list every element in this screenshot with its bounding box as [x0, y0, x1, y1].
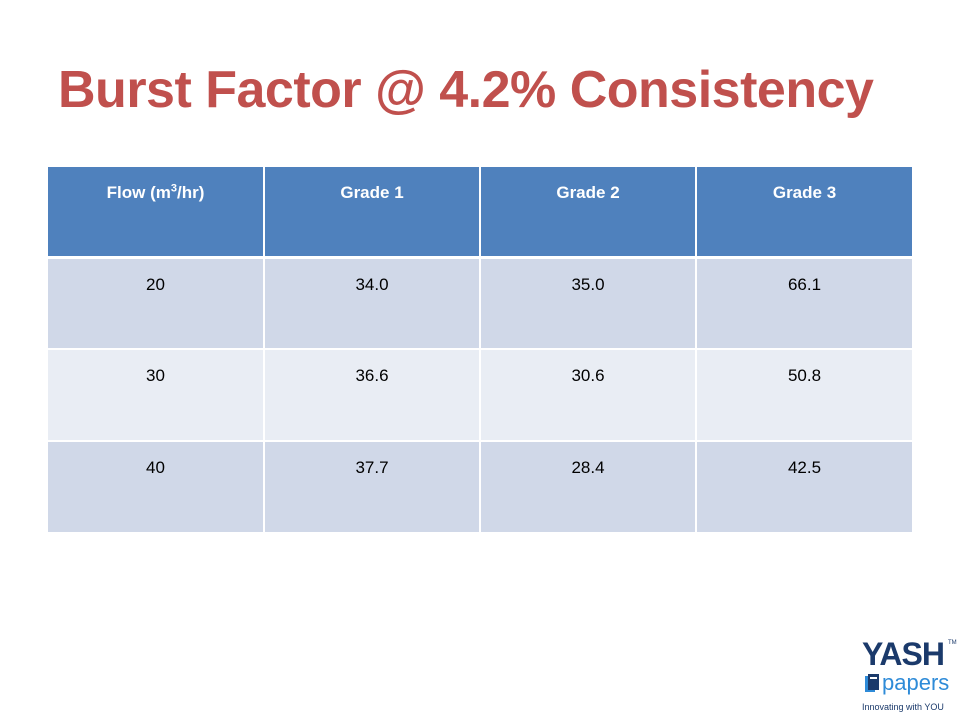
header-flow-suffix: /hr)	[176, 183, 205, 202]
cell-grade-1: 34.0	[263, 257, 481, 350]
cell-flow: 40	[48, 441, 265, 534]
table-header-row: Flow (m3/hr) Grade 1 Grade 2 Grade 3	[48, 167, 912, 259]
data-table: Flow (m3/hr) Grade 1 Grade 2 Grade 3 20 …	[48, 167, 912, 534]
cell-grade-3: 50.8	[695, 349, 912, 442]
cell-grade-2: 28.4	[479, 441, 697, 534]
cell-grade-3: 66.1	[695, 257, 912, 350]
slide-title: Burst Factor @ 4.2% Consistency	[58, 61, 874, 119]
cell-grade-1: 36.6	[263, 349, 481, 442]
cell-grade-3: 42.5	[695, 441, 912, 534]
company-logo: YASH TM papers Innovating with YOU	[860, 636, 957, 716]
cell-grade-1: 37.7	[263, 441, 481, 534]
header-flow-superscript: 3	[170, 182, 177, 195]
header-grade-2: Grade 2	[479, 167, 697, 259]
table-row: 20 34.0 35.0 66.1	[48, 257, 912, 350]
header-flow: Flow (m3/hr)	[48, 167, 265, 259]
logo-trademark: TM	[948, 640, 957, 646]
header-grade-1: Grade 1	[263, 167, 481, 259]
table-row: 30 36.6 30.6 50.8	[48, 349, 912, 442]
table-row: 40 37.7 28.4 42.5	[48, 441, 912, 534]
header-flow-prefix: Flow (m	[106, 183, 171, 202]
logo-tagline: Innovating with YOU	[862, 702, 944, 712]
logo-subtitle: papers	[882, 670, 950, 695]
header-grade-3: Grade 3	[695, 167, 912, 259]
book-icon	[865, 674, 879, 692]
cell-flow: 20	[48, 257, 265, 350]
cell-grade-2: 30.6	[479, 349, 697, 442]
cell-grade-2: 35.0	[479, 257, 697, 350]
cell-flow: 30	[48, 349, 265, 442]
logo-wordmark: YASH	[862, 636, 945, 672]
